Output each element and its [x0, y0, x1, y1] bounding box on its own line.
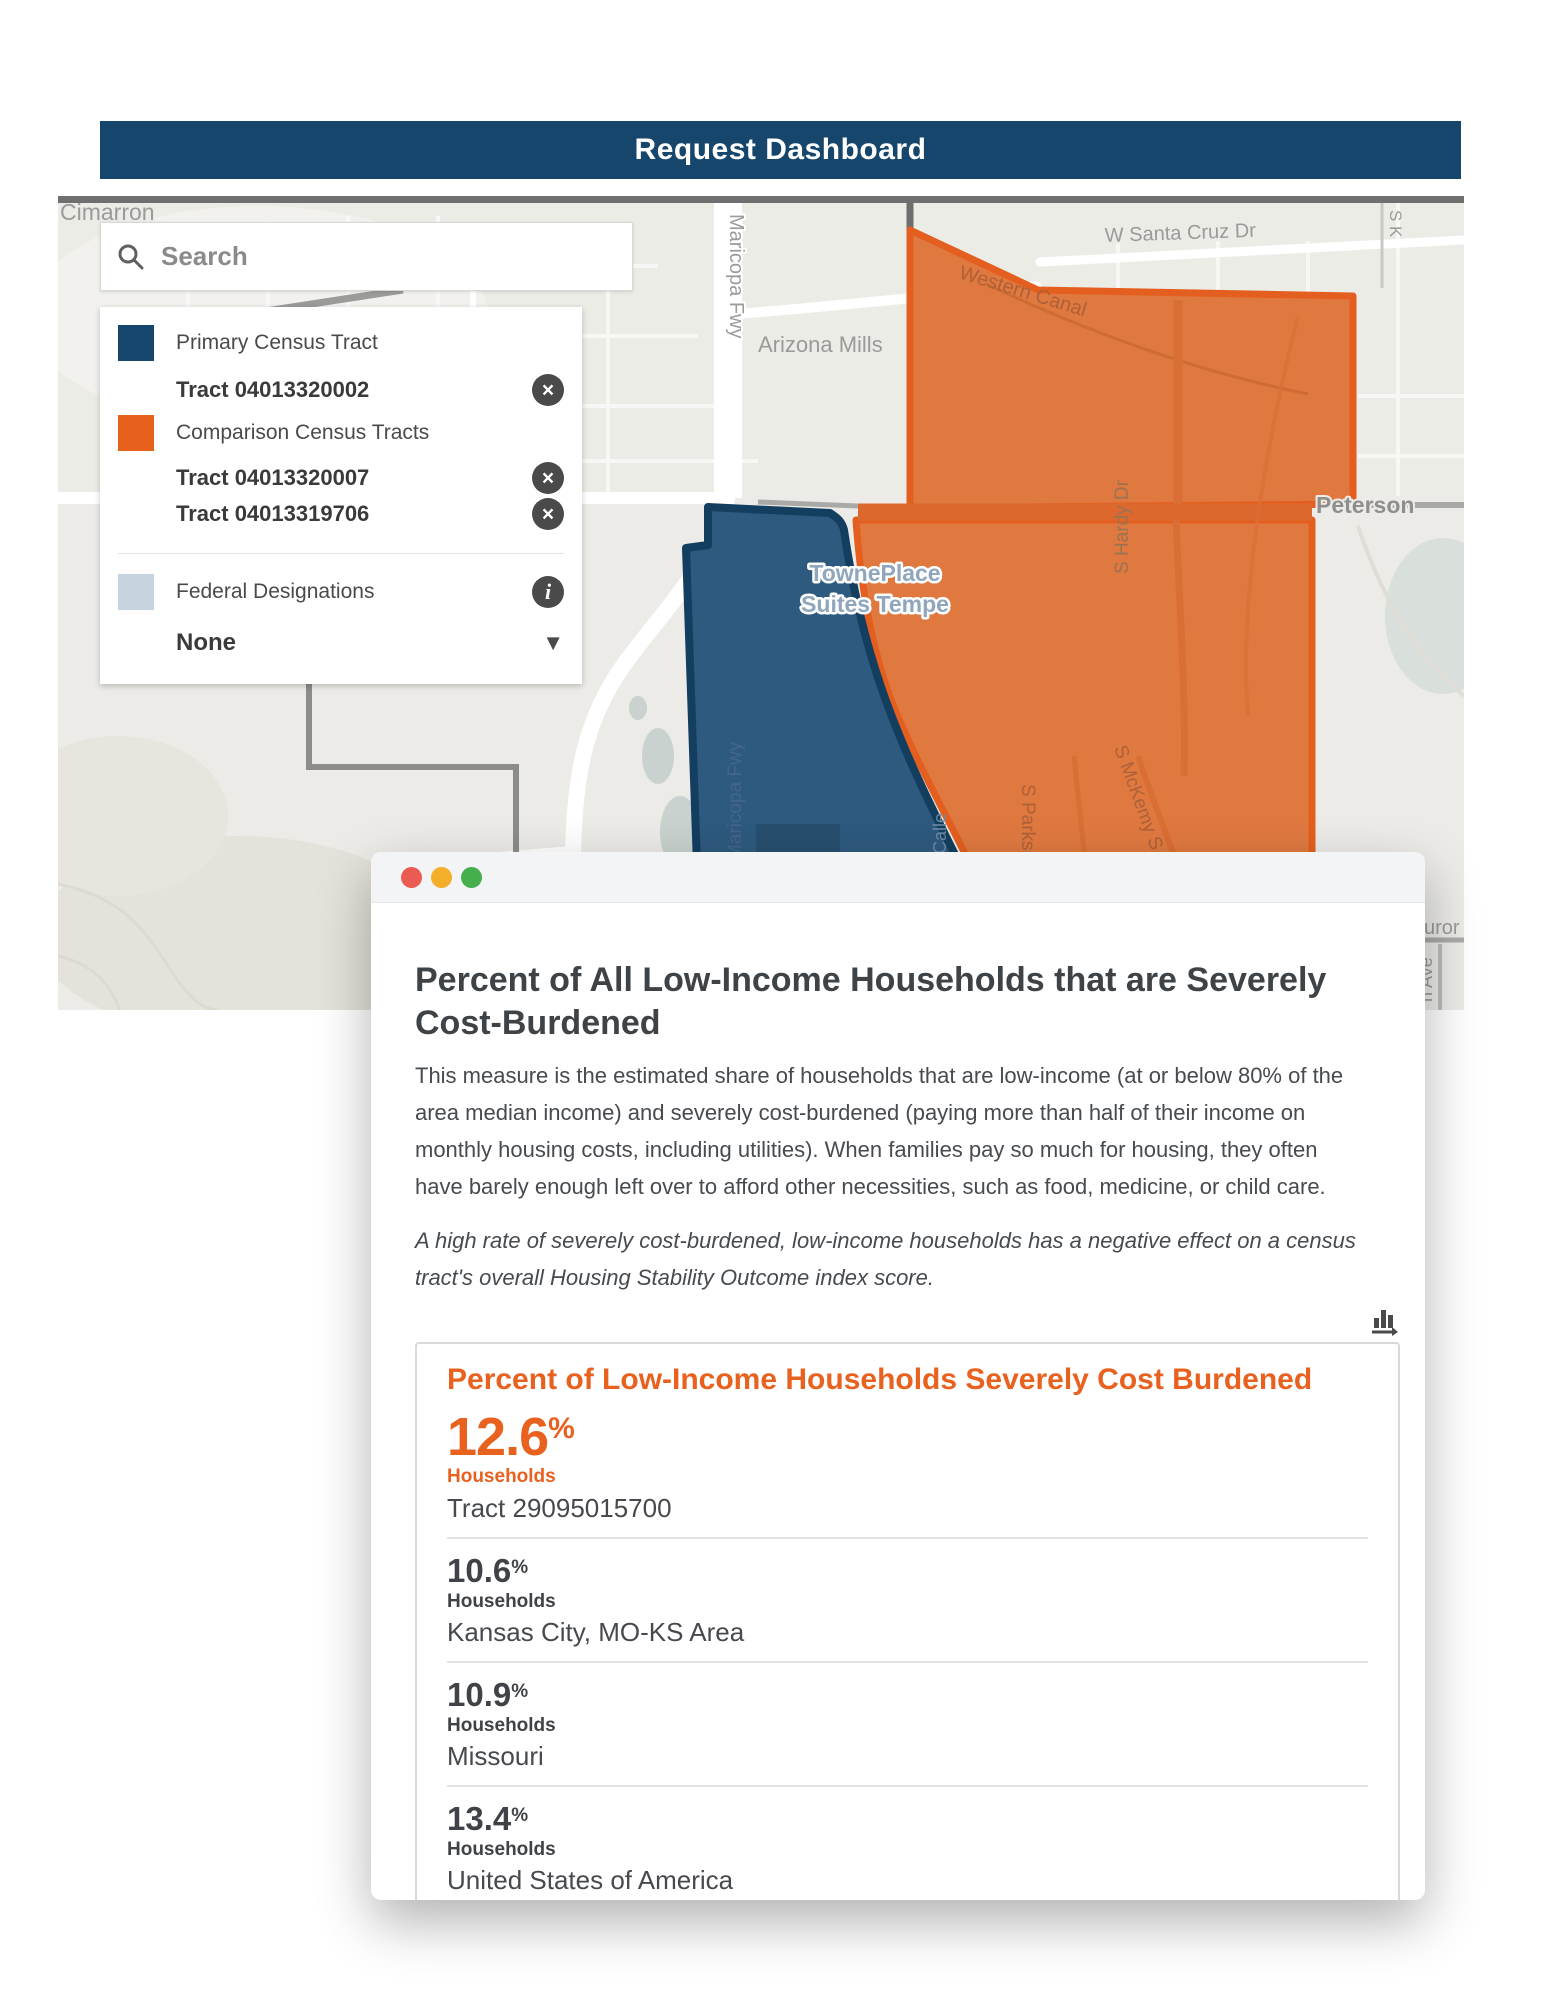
stat-value: 13.4% [447, 1800, 529, 1837]
stats-heading: Percent of Low-Income Households Severel… [447, 1363, 1313, 1396]
measure-title: Percent of All Low-Income Households tha… [415, 961, 1327, 1042]
stat-value: 10.9% [447, 1676, 529, 1713]
federal-designations-value: None [176, 629, 236, 656]
map-label-towneplace-2: Suites Tempe [801, 591, 949, 617]
measure-modal: Percent of All Low-Income Households tha… [371, 852, 1425, 1900]
stat-label: Households [447, 1715, 556, 1736]
stats-card: Percent of Low-Income Households Severel… [415, 1342, 1400, 1900]
comparison-tract-label: Comparison Census Tracts [176, 421, 430, 444]
federal-info-button[interactable]: i [532, 576, 564, 608]
primary-tract-swatch [118, 325, 154, 361]
map-label-s-hardy: S Hardy Dr [1112, 479, 1133, 574]
stat-entry: 10.6% Households Kansas City, MO-KS Area [447, 1551, 1368, 1648]
map-search-box [100, 222, 633, 291]
map-top-border [58, 196, 1464, 203]
stats-divider [447, 1785, 1368, 1787]
primary-tract-item: Tract 04013320002 × [118, 373, 564, 407]
map-label-uror: uror [1424, 917, 1460, 939]
map-label-towneplace-1: TownePlace [809, 560, 940, 586]
chart-export-icon[interactable] [1368, 1306, 1400, 1336]
stats-divider [447, 1661, 1368, 1663]
federal-designations-dropdown[interactable]: None ▼ [118, 626, 564, 660]
federal-designations-label: Federal Designations [176, 580, 375, 603]
legend-comparison-row: Comparison Census Tracts [118, 415, 564, 451]
map-label-peterson: Peterson [1316, 492, 1414, 518]
zoom-window-button[interactable] [461, 866, 482, 888]
federal-designations-swatch [118, 574, 154, 610]
map-label-s-parkside: S Parksid [1017, 784, 1038, 865]
comparison-tract-id-1: Tract 04013320007 [176, 465, 370, 490]
search-input[interactable] [159, 240, 616, 273]
remove-comparison-tract-1-button[interactable]: × [532, 462, 564, 494]
legend-primary-row: Primary Census Tract [118, 325, 564, 361]
stat-label: Households [447, 1839, 556, 1860]
modal-titlebar [371, 852, 1425, 903]
minimize-window-button[interactable] [431, 866, 452, 888]
stat-entry: 13.4% Households United States of Americ… [447, 1799, 1368, 1896]
stat-area: Kansas City, MO-KS Area [447, 1617, 745, 1647]
stat-value-primary: 12.6% [447, 1407, 575, 1467]
legend-divider [118, 553, 564, 554]
map-label-maricopa-fwy: Maricopa Fwy [725, 214, 747, 338]
comparison-tract-item: Tract 04013320007 × [118, 461, 564, 495]
stat-label: Households [447, 1466, 556, 1487]
map-label-arizona-mills: Arizona Mills [758, 332, 883, 357]
search-icon [118, 244, 144, 269]
header-bar: Request Dashboard [100, 121, 1461, 179]
primary-tract-label: Primary Census Tract [176, 331, 378, 354]
comparison-tract-id-2: Tract 04013319706 [176, 501, 370, 526]
stat-area: United States of America [447, 1865, 734, 1895]
stat-value: 10.6% [447, 1552, 529, 1589]
map-legend: Primary Census Tract Tract 04013320002 ×… [100, 307, 582, 684]
remove-primary-tract-button[interactable]: × [532, 374, 564, 406]
map-label-maricopa-fwy-2: Maricopa Fwy [725, 741, 746, 860]
chevron-down-icon: ▼ [542, 630, 564, 655]
stat-area: Missouri [447, 1741, 544, 1771]
info-icon: i [544, 579, 552, 604]
primary-tract-id: Tract 04013320002 [176, 377, 370, 402]
page-title: Request Dashboard [634, 133, 927, 166]
close-window-button[interactable] [401, 866, 422, 888]
toolbar-row [415, 1306, 1400, 1336]
modal-body: Percent of All Low-Income Households tha… [371, 903, 1425, 1900]
stats-divider [447, 1537, 1368, 1539]
stat-label: Households [447, 1591, 556, 1612]
legend-federal-row: Federal Designations i [118, 574, 564, 610]
remove-comparison-tract-2-button[interactable]: × [532, 498, 564, 530]
map-label-calle: Calle [930, 813, 950, 854]
comparison-tract-swatch [118, 415, 154, 451]
stat-area: Tract 29095015700 [447, 1493, 672, 1523]
measure-description: This measure is the estimated share of h… [415, 1063, 1344, 1199]
measure-note: A high rate of severely cost-burdened, l… [415, 1228, 1356, 1290]
comparison-tract-item: Tract 04013319706 × [118, 497, 564, 531]
map-label-s-k: S K [1386, 210, 1405, 238]
stat-entry: 10.9% Households Missouri [447, 1675, 1368, 1772]
